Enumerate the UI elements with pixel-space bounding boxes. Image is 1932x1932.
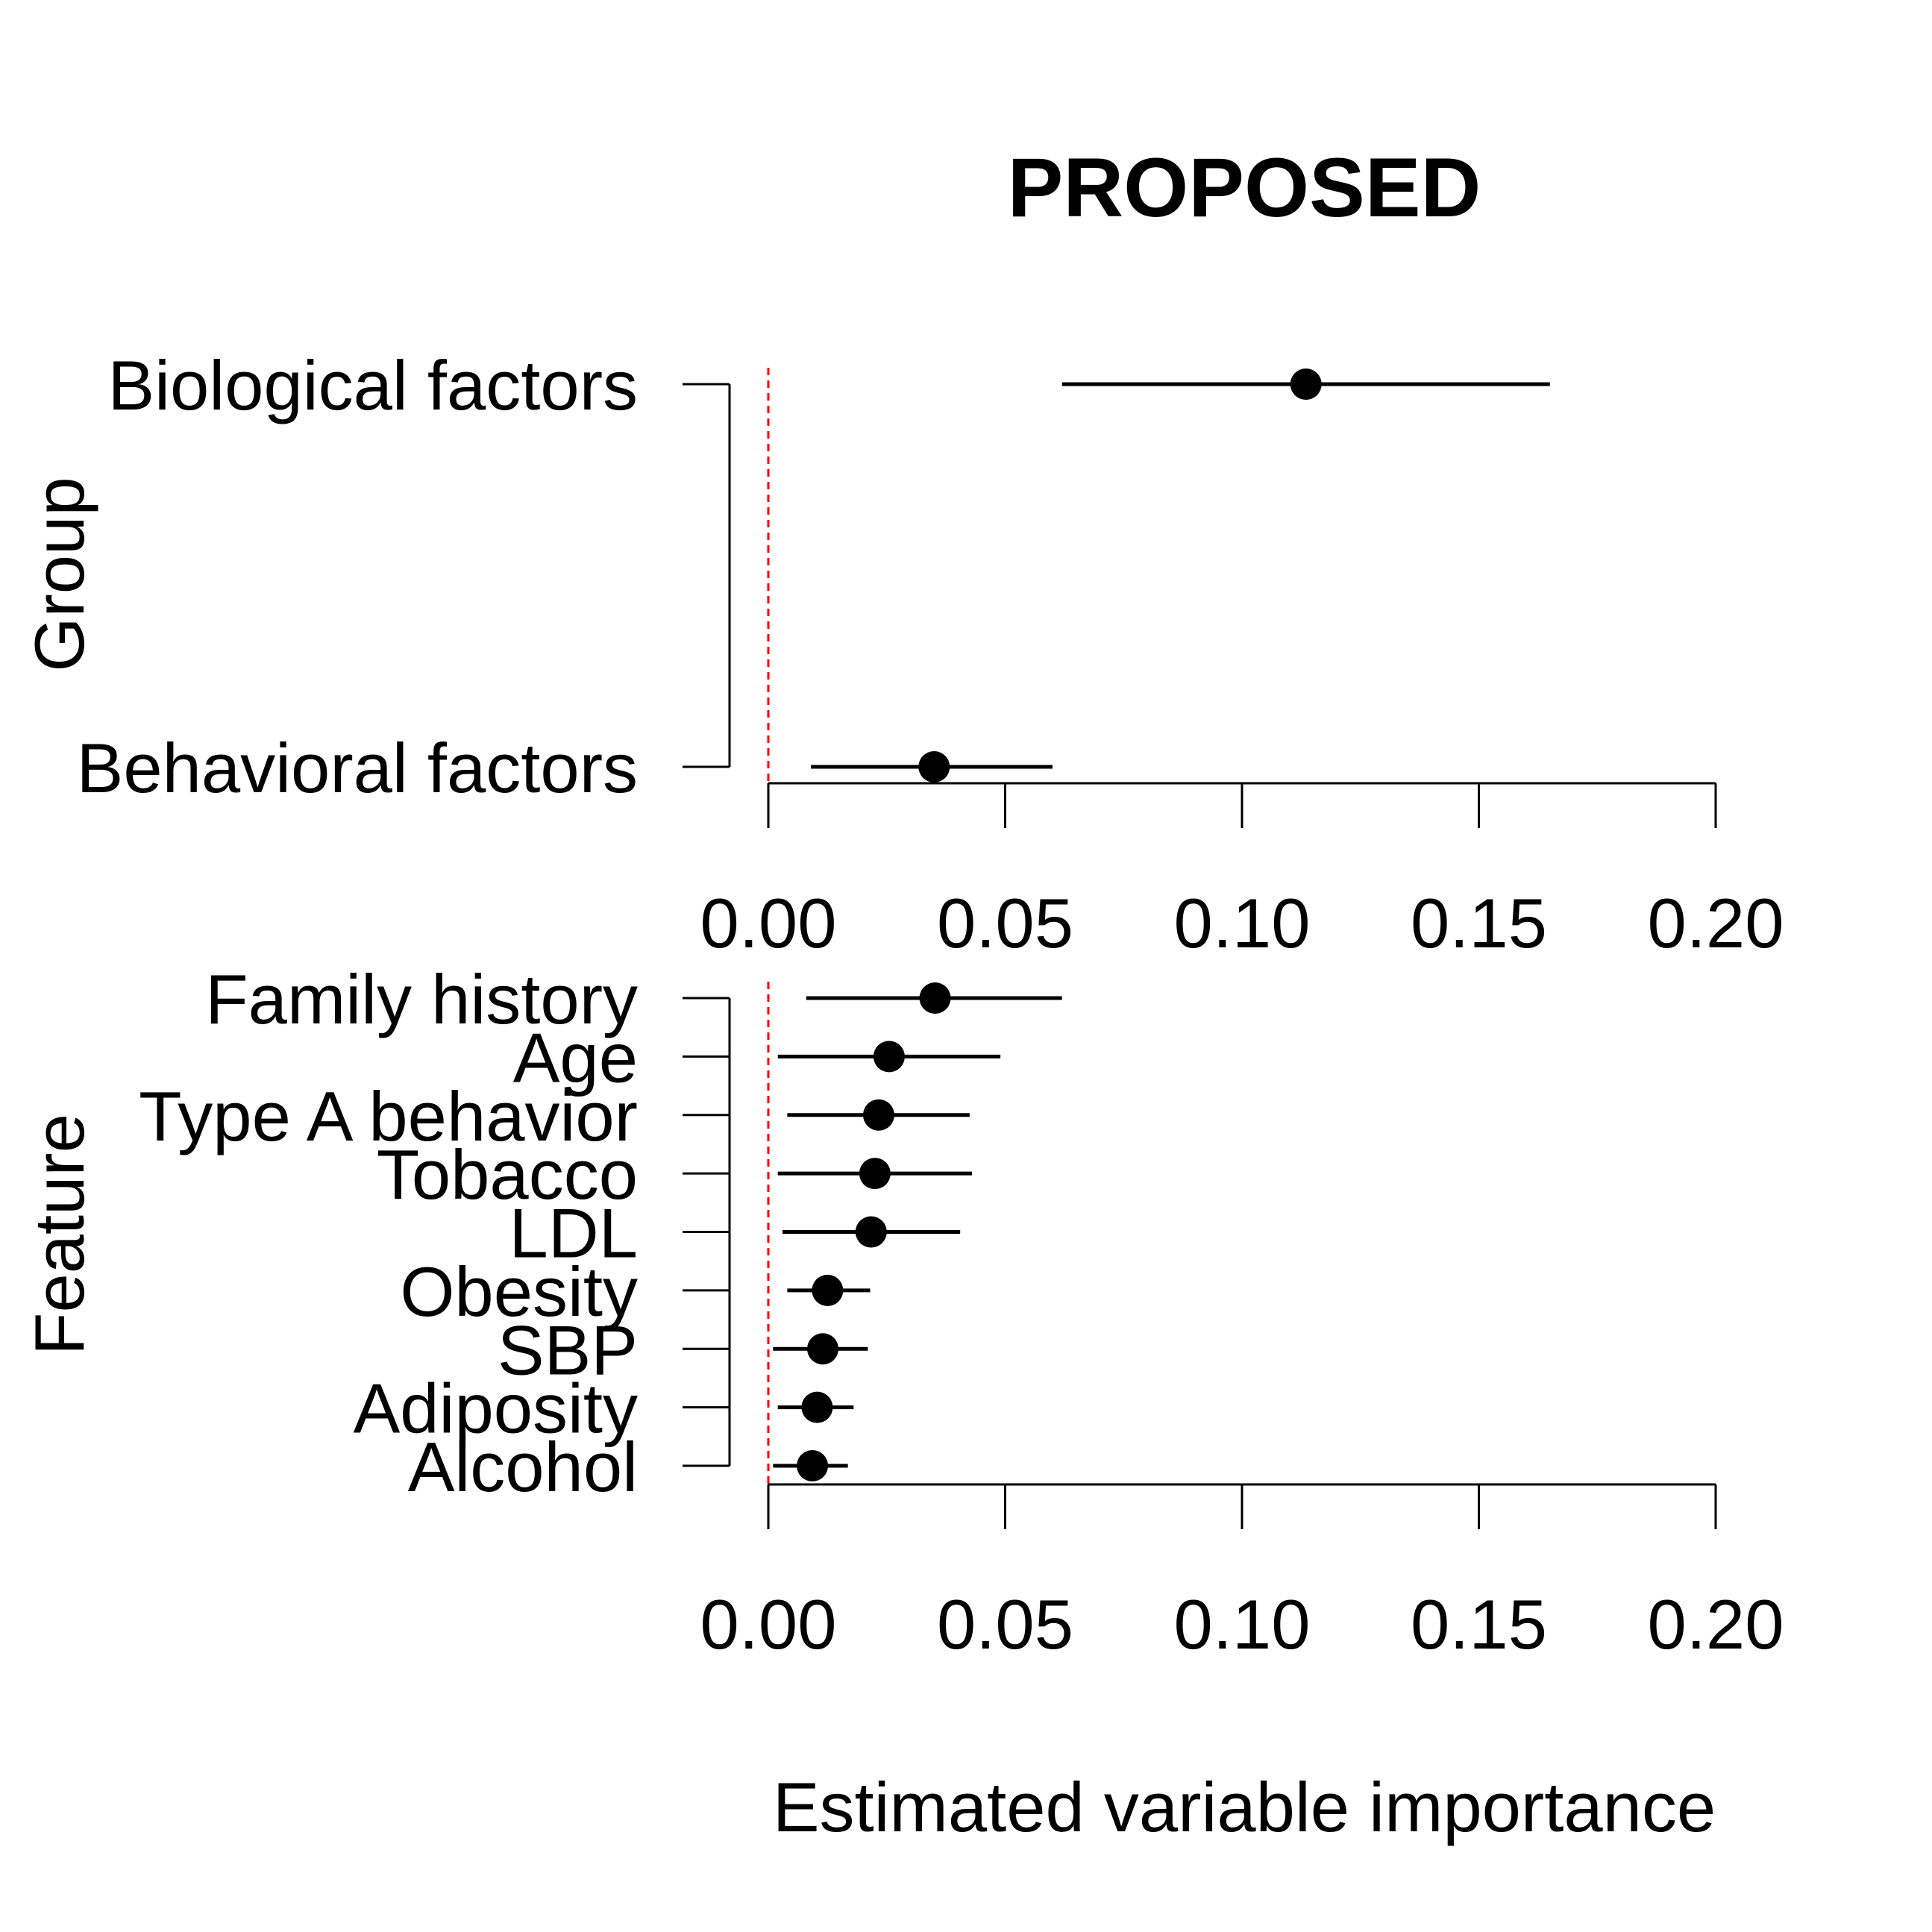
estimate-point [862, 1099, 894, 1131]
y-tick-label: Alcohol [408, 1428, 638, 1506]
estimate-point [873, 1041, 905, 1073]
y-tick-label: Family history [205, 960, 638, 1038]
estimate-point [1290, 368, 1322, 400]
x-tick-label: 0.15 [1411, 1585, 1547, 1663]
y-tick-label: Obesity [400, 1252, 638, 1331]
y-tick-label: SBP [498, 1311, 638, 1389]
panels: Biological factors Behavioral factors 0.00… [77, 346, 1784, 1663]
y-tick-label: Adiposity [354, 1370, 638, 1448]
y-tick-label: Biological factors [107, 346, 638, 424]
y-tick-label: Tobacco [377, 1135, 638, 1214]
group-axis-label: Group [20, 477, 98, 671]
estimate-point [812, 1274, 844, 1306]
estimate-point [855, 1216, 887, 1248]
x-axis-label: Estimated variable importance [773, 1768, 1716, 1846]
feature-axis-label: Feature [20, 1114, 98, 1355]
y-tick-label: Behavioral factors [77, 729, 638, 807]
estimate-point [807, 1333, 839, 1365]
x-tick-label: 0.20 [1648, 1585, 1784, 1663]
x-tick-label: 0.05 [937, 884, 1073, 962]
panel-group: Biological factors Behavioral factors 0.00… [77, 346, 1784, 962]
x-tick-label: 0.00 [700, 1585, 837, 1663]
x-tick-label: 0.00 [700, 884, 837, 962]
x-tick-label: 0.15 [1411, 884, 1547, 962]
estimate-point [801, 1391, 833, 1423]
x-tick-label: 0.10 [1174, 1585, 1311, 1663]
x-tick-label: 0.10 [1174, 884, 1311, 962]
estimate-point [918, 751, 950, 782]
estimate-point [797, 1450, 829, 1481]
y-tick-label: LDL [509, 1194, 638, 1273]
estimate-point [859, 1158, 891, 1190]
estimate-point [919, 982, 951, 1014]
chart-title: PROPOSED [1008, 141, 1481, 234]
y-tick-label: Age [513, 1018, 638, 1097]
y-tick-label: Type A behavior [139, 1077, 638, 1155]
x-tick-label: 0.20 [1648, 884, 1784, 962]
x-tick-label: 0.05 [937, 1585, 1073, 1663]
